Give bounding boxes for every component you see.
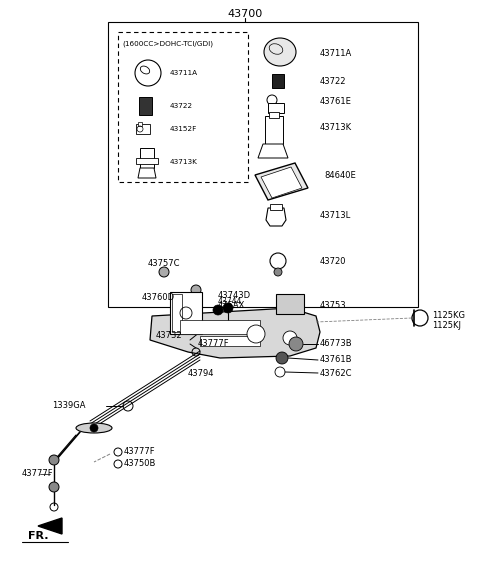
Bar bbox=[272, 74, 284, 88]
Bar bbox=[172, 294, 182, 332]
Circle shape bbox=[283, 331, 297, 345]
Text: 43713K: 43713K bbox=[320, 122, 352, 132]
Bar bbox=[180, 320, 260, 334]
Polygon shape bbox=[38, 518, 62, 534]
Text: 43743D: 43743D bbox=[218, 291, 251, 300]
Bar bbox=[139, 97, 152, 115]
Circle shape bbox=[49, 455, 59, 465]
Circle shape bbox=[247, 325, 265, 343]
Ellipse shape bbox=[76, 423, 112, 433]
Text: 43794: 43794 bbox=[188, 370, 215, 379]
Bar bbox=[270, 204, 282, 210]
Bar bbox=[108, 22, 418, 307]
Text: 43750B: 43750B bbox=[124, 459, 156, 468]
Polygon shape bbox=[255, 163, 308, 200]
Circle shape bbox=[274, 268, 282, 276]
Text: 43700: 43700 bbox=[228, 9, 263, 19]
Text: 43722: 43722 bbox=[170, 103, 193, 109]
Circle shape bbox=[191, 285, 201, 295]
Bar bbox=[136, 158, 158, 164]
Text: 1125KG: 1125KG bbox=[432, 312, 465, 320]
Circle shape bbox=[90, 424, 98, 432]
Bar bbox=[136, 124, 150, 134]
Text: 43762C: 43762C bbox=[320, 368, 352, 378]
Circle shape bbox=[223, 303, 233, 313]
Bar bbox=[138, 122, 142, 126]
Text: 43757C: 43757C bbox=[148, 260, 180, 268]
Bar bbox=[276, 294, 304, 314]
Text: 43720: 43720 bbox=[320, 257, 347, 267]
Circle shape bbox=[49, 482, 59, 492]
Polygon shape bbox=[258, 144, 288, 158]
Text: 84640E: 84640E bbox=[324, 172, 356, 181]
Ellipse shape bbox=[264, 38, 296, 66]
Text: 43711A: 43711A bbox=[320, 50, 352, 58]
Text: 43761B: 43761B bbox=[320, 356, 352, 364]
Text: 1339GA: 1339GA bbox=[52, 402, 86, 411]
Text: 43711A: 43711A bbox=[170, 70, 198, 76]
Text: 43722: 43722 bbox=[320, 77, 347, 85]
Text: 46773B: 46773B bbox=[320, 340, 353, 348]
Text: 43732: 43732 bbox=[156, 332, 182, 340]
Text: 43713L: 43713L bbox=[320, 210, 351, 220]
Circle shape bbox=[276, 352, 288, 364]
Text: 43777F: 43777F bbox=[124, 447, 156, 456]
Text: 43152F: 43152F bbox=[170, 126, 197, 132]
Bar bbox=[118, 32, 248, 182]
Bar bbox=[140, 148, 154, 168]
Text: 1125KJ: 1125KJ bbox=[432, 321, 461, 331]
Polygon shape bbox=[261, 167, 302, 198]
Text: 43713K: 43713K bbox=[170, 159, 198, 165]
Text: (1600CC>DOHC-TCI/GDI): (1600CC>DOHC-TCI/GDI) bbox=[122, 41, 213, 47]
Text: 43744: 43744 bbox=[218, 297, 242, 307]
Text: 43777F: 43777F bbox=[22, 470, 54, 479]
Polygon shape bbox=[138, 168, 156, 178]
Circle shape bbox=[213, 305, 223, 315]
Text: FR.: FR. bbox=[28, 531, 48, 541]
Text: 475AX: 475AX bbox=[218, 300, 245, 309]
Bar bbox=[200, 336, 260, 346]
Polygon shape bbox=[150, 308, 320, 358]
Bar bbox=[265, 116, 283, 144]
Text: 43760D: 43760D bbox=[142, 293, 175, 303]
Text: 43777F: 43777F bbox=[198, 340, 229, 348]
Text: 43761E: 43761E bbox=[320, 97, 352, 106]
Polygon shape bbox=[266, 208, 286, 226]
Circle shape bbox=[289, 337, 303, 351]
Text: 43753: 43753 bbox=[320, 301, 347, 311]
Bar bbox=[170, 292, 202, 334]
Circle shape bbox=[270, 253, 286, 269]
Bar bbox=[268, 103, 284, 113]
Bar bbox=[269, 112, 279, 118]
Circle shape bbox=[159, 267, 169, 277]
